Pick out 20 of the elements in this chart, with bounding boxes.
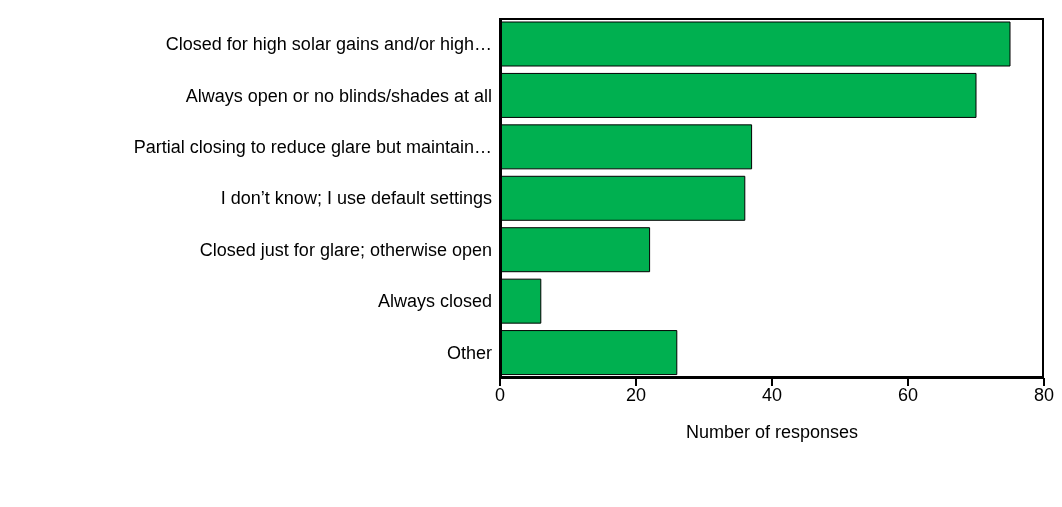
x-tick-label: 20: [625, 384, 647, 405]
bar: [500, 175, 746, 221]
y-tick-label: I don’t know; I use default settings: [220, 188, 492, 209]
y-tick-label: Closed just for glare; otherwise open: [199, 239, 492, 260]
x-tick-label: 0: [494, 384, 506, 405]
y-tick-label: Always open or no blinds/shades at all: [185, 85, 492, 106]
bar: [500, 278, 542, 324]
x-tick-label: 40: [761, 384, 783, 405]
x-tick-label: 60: [897, 384, 919, 405]
bar: [500, 72, 977, 118]
x-axis-title: Number of responses: [685, 422, 859, 442]
y-tick-label: Always closed: [377, 291, 492, 312]
bar: [500, 124, 753, 170]
y-tick-label: Closed for high solar gains and/or high…: [165, 34, 492, 55]
bar: [500, 21, 1011, 67]
y-tick-label: Other: [446, 342, 492, 363]
y-tick-label: Partial closing to reduce glare but maintain…: [133, 136, 492, 157]
x-tick-label: 80: [1033, 384, 1055, 405]
bar: [500, 330, 678, 376]
bar: [500, 227, 651, 273]
